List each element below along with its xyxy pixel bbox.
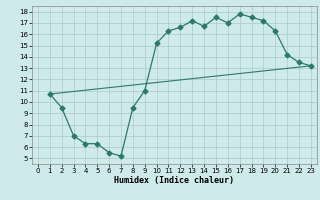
X-axis label: Humidex (Indice chaleur): Humidex (Indice chaleur): [115, 176, 234, 185]
